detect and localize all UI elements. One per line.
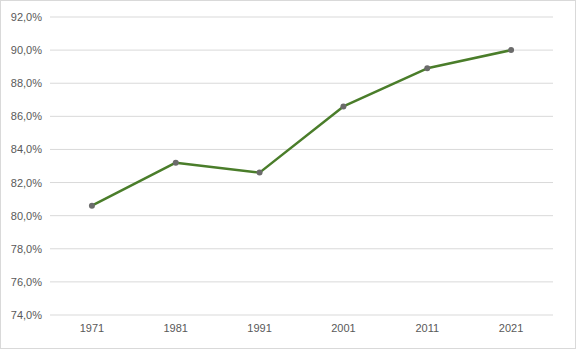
x-tick-label: 1971 xyxy=(80,322,104,334)
y-tick-label: 78,0% xyxy=(11,243,42,255)
x-tick-label: 1991 xyxy=(247,322,271,334)
x-tick-label: 2001 xyxy=(331,322,355,334)
chart: 74,0% 76,0% 78,0% 80,0% 82,0% 84,0% 86,0% 88,0%… xyxy=(0,0,576,349)
grid-line xyxy=(50,182,553,183)
grid-line xyxy=(50,281,553,282)
data-point xyxy=(257,170,263,176)
x-tick-label: 2011 xyxy=(415,322,439,334)
data-point xyxy=(89,203,95,209)
data-point xyxy=(508,47,514,53)
grid-line xyxy=(50,248,553,249)
data-point xyxy=(173,160,179,166)
x-tick-label: 1981 xyxy=(164,322,188,334)
grid-line xyxy=(50,17,553,18)
x-axis: 1971 1981 1991 2001 2011 2021 xyxy=(80,322,524,334)
y-tick-label: 90,0% xyxy=(11,44,42,56)
y-axis: 74,0% 76,0% 78,0% 80,0% 82,0% 84,0% 86,0% 88,0%… xyxy=(11,11,553,321)
data-line xyxy=(92,50,511,206)
grid-line xyxy=(50,315,553,316)
grid-line xyxy=(50,83,553,84)
y-tick-label: 88,0% xyxy=(11,77,42,89)
y-tick-label: 76,0% xyxy=(11,276,42,288)
y-tick-label: 84,0% xyxy=(11,143,42,155)
grid-line xyxy=(50,149,553,150)
grid-line xyxy=(50,116,553,117)
y-tick-label: 74,0% xyxy=(11,309,42,321)
y-tick-label: 82,0% xyxy=(11,177,42,189)
plot-area xyxy=(89,47,514,209)
y-tick-label: 80,0% xyxy=(11,210,42,222)
y-tick-label: 86,0% xyxy=(11,110,42,122)
chart-container: 74,0% 76,0% 78,0% 80,0% 82,0% 84,0% 86,0% 88,0%… xyxy=(0,0,576,349)
x-tick-label: 2021 xyxy=(499,322,523,334)
grid-line xyxy=(50,50,553,51)
data-point xyxy=(340,103,346,109)
data-point xyxy=(424,65,430,71)
y-tick-label: 92,0% xyxy=(11,11,42,23)
grid-line xyxy=(50,215,553,216)
chart-border xyxy=(1,1,576,349)
